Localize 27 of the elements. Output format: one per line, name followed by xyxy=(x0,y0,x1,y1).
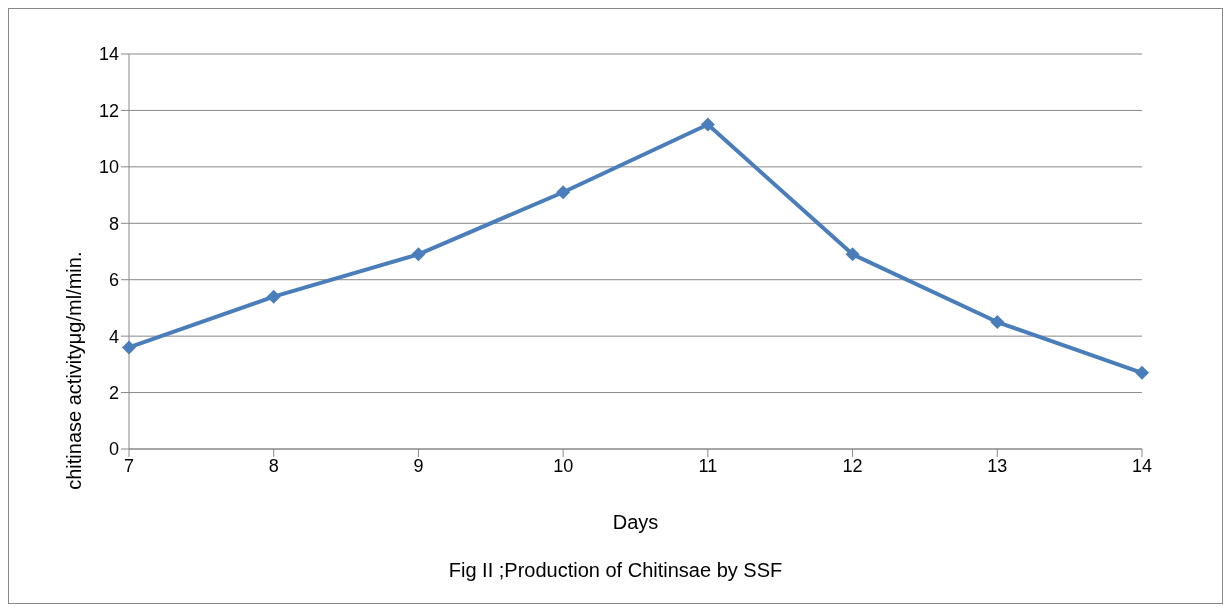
y-tick-label: 6 xyxy=(108,270,119,291)
point xyxy=(1135,365,1149,380)
y-tick-label: 8 xyxy=(108,213,119,234)
point xyxy=(990,315,1005,330)
point xyxy=(411,247,426,262)
point xyxy=(266,289,281,304)
y-tick-label: 10 xyxy=(98,157,119,178)
x-tick-label: 11 xyxy=(698,455,718,476)
x-tick-label: 13 xyxy=(987,455,1008,476)
point xyxy=(556,185,571,200)
point xyxy=(700,117,715,132)
x-tick-label: 8 xyxy=(268,455,279,476)
y-tick-label: 0 xyxy=(108,439,119,460)
y-tick-label: 14 xyxy=(98,44,119,65)
x-tick-label: 14 xyxy=(1131,455,1153,476)
y-tick-label: 2 xyxy=(108,382,119,403)
y-tick-label: 4 xyxy=(108,326,119,347)
x-tick-label: 9 xyxy=(413,455,424,476)
x-tick-label: 7 xyxy=(123,455,135,476)
point xyxy=(845,247,860,262)
point xyxy=(122,340,136,355)
x-tick-label: 12 xyxy=(842,455,863,476)
y-tick-label: 12 xyxy=(98,100,119,121)
y-axis-title: chitinase activityμg/ml/min. xyxy=(63,251,86,490)
text: Fig II ;Production of Chitinsae by SSF xyxy=(447,559,784,582)
x-tick-label: 10 xyxy=(553,455,574,476)
x-axis-title: Days xyxy=(612,511,659,533)
